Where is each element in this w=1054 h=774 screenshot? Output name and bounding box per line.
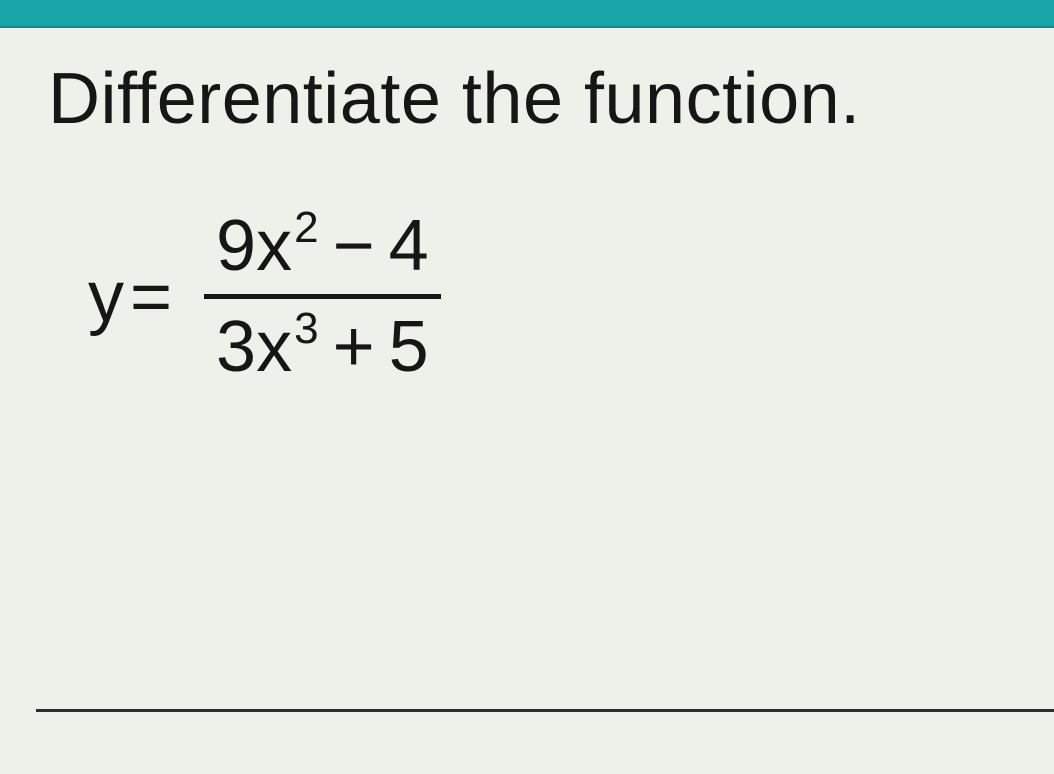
lhs-variable: y	[88, 256, 124, 338]
den-var: x	[256, 311, 292, 383]
num-coef: 9	[216, 210, 256, 282]
fraction-bar	[204, 294, 441, 299]
equation: y = 9 x 2 − 4 3 x 3 + 5	[88, 210, 1006, 383]
den-exponent: 3	[294, 307, 318, 351]
num-var: x	[256, 210, 292, 282]
numerator: 9 x 2 − 4	[204, 210, 441, 282]
denominator-term-1: 3 x 3	[216, 311, 319, 383]
den-coef: 3	[216, 311, 256, 383]
equals-sign: =	[130, 256, 172, 338]
question-prompt: Differentiate the function.	[48, 58, 1006, 140]
question-content: Differentiate the function. y = 9 x 2 − …	[0, 28, 1054, 383]
horizontal-divider	[36, 709, 1054, 712]
num-constant: 4	[389, 210, 429, 282]
denominator: 3 x 3 + 5	[204, 311, 441, 383]
equation-lhs: y =	[88, 256, 186, 338]
den-operator: +	[333, 311, 375, 383]
num-exponent: 2	[294, 206, 318, 250]
window-top-bar	[0, 0, 1054, 28]
den-constant: 5	[389, 311, 429, 383]
fraction: 9 x 2 − 4 3 x 3 + 5	[204, 210, 441, 383]
numerator-term-1: 9 x 2	[216, 210, 319, 282]
num-operator: −	[333, 210, 375, 282]
